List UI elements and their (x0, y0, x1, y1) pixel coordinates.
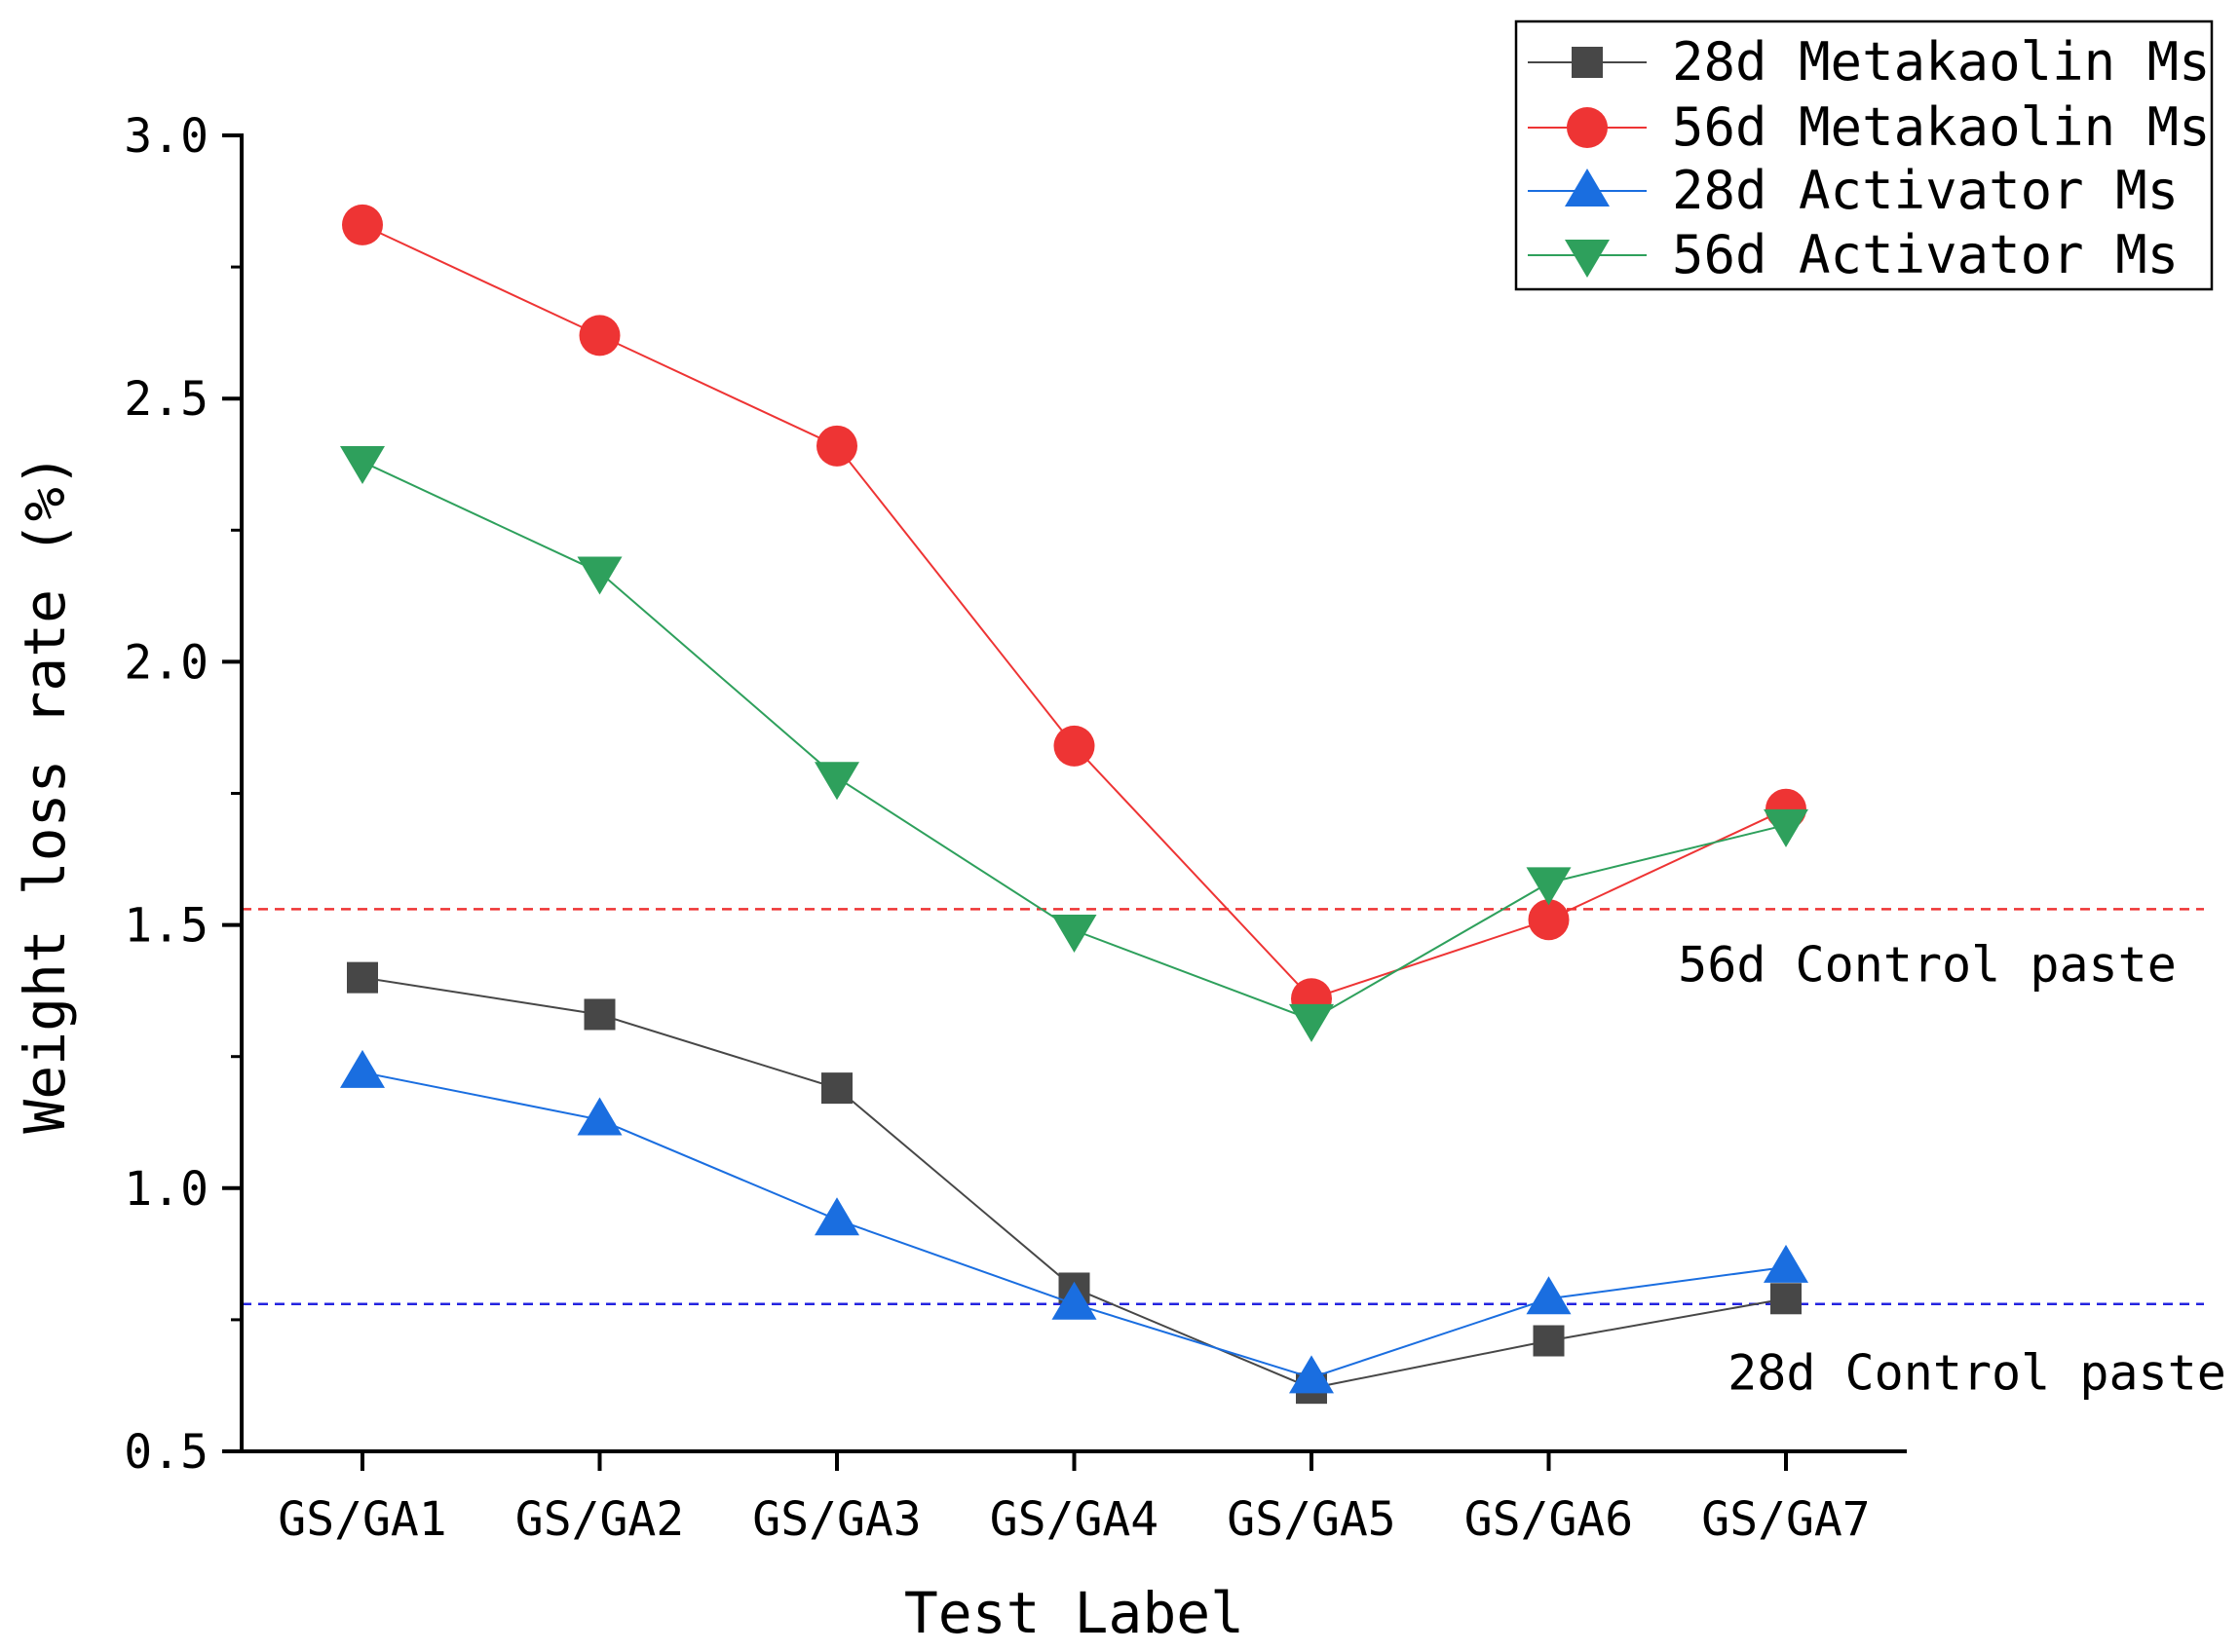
legend-item: 28d Activator Ms (1528, 160, 2179, 221)
data-point-triangle-up (577, 1097, 623, 1136)
data-point-square (347, 961, 378, 994)
data-point-triangle-down (1051, 915, 1097, 954)
y-tick-label: 2.5 (124, 372, 209, 427)
legend-item: 56d Activator Ms (1528, 224, 2179, 285)
legend-box (1514, 19, 2214, 291)
data-point-square (821, 1072, 853, 1105)
data-point-triangle-down (1526, 867, 1572, 906)
series-56d-metakaolin-ms (342, 204, 1806, 1020)
y-tick-label: 2.0 (124, 635, 209, 690)
x-tick-label: GS/GA2 (515, 1492, 684, 1547)
data-point-triangle-down (577, 556, 623, 595)
data-point-square (1770, 1283, 1802, 1315)
data-point-triangle-down (1565, 240, 1610, 278)
data-point-triangle-up (340, 1049, 385, 1088)
y-tick-label: 0.5 (124, 1425, 209, 1480)
x-axis-ticks: GS/GA1 GS/GA2 GS/GA3 GS/GA4 GS/GA5 GS/GA6 GS/G… (278, 1451, 1871, 1547)
x-tick-label: GS/GA4 (990, 1492, 1158, 1547)
x-tick-label: GS/GA7 (1701, 1492, 1870, 1547)
series-28d-activator-ms (340, 1049, 1808, 1394)
x-tick-label: GS/GA1 (278, 1492, 446, 1547)
data-point-circle (342, 204, 383, 245)
data-point-triangle-down (815, 762, 859, 801)
series-line (361, 1070, 1787, 1379)
data-point-circle (1528, 899, 1570, 941)
x-tick-label: GS/GA6 (1464, 1492, 1633, 1547)
data-point-circle (1567, 107, 1608, 148)
data-point-triangle-down (1289, 1003, 1334, 1042)
series-line (361, 223, 1787, 1000)
reference-line-label: 28d Control paste (1727, 1345, 2226, 1402)
data-point-circle (816, 425, 857, 467)
series-56d-activator-ms (340, 446, 1808, 1042)
legend-label: 56d Activator Ms (1672, 224, 2179, 285)
y-tick-label: 1.0 (124, 1162, 209, 1217)
legend-label: 28d Metakaolin Ms (1672, 31, 2211, 93)
x-axis-title: Test Label (904, 1580, 1244, 1646)
x-tick-label: GS/GA3 (752, 1492, 921, 1547)
data-point-triangle-up (815, 1197, 859, 1236)
data-point-square (1572, 47, 1603, 78)
legend-label: 28d Activator Ms (1672, 160, 2179, 221)
y-axis-ticks: 0.5 1.0 1.5 2.0 2.5 3.0 (124, 109, 242, 1480)
y-tick-label: 1.5 (124, 899, 209, 954)
legend-item: 28d Metakaolin Ms (1528, 31, 2211, 93)
data-point-triangle-up (1051, 1281, 1097, 1320)
data-point-triangle-up (1764, 1244, 1808, 1283)
y-tick-label: 3.0 (124, 109, 209, 164)
data-point-triangle-down (340, 446, 385, 485)
data-series (340, 204, 1808, 1405)
legend-item: 56d Metakaolin Ms (1528, 96, 2211, 158)
y-axis-title: Weight loss rate (%) (12, 453, 78, 1133)
series-line (361, 976, 1787, 1390)
reference-lines: 56d Control paste 28d Control paste (242, 908, 2226, 1402)
data-point-triangle-up (1565, 169, 1610, 206)
series-28d-metakaolin-ms (347, 961, 1802, 1405)
legend-label: 56d Metakaolin Ms (1672, 96, 2211, 158)
x-tick-label: GS/GA5 (1227, 1492, 1395, 1547)
data-point-triangle-up (1289, 1355, 1334, 1394)
reference-line-label: 56d Control paste (1678, 936, 2177, 993)
data-point-triangle-up (1526, 1276, 1572, 1315)
chart-axes: 0.51.01.52.02.53.0 GS/GA1 GS/GA2 GS/GA3 GS/… (124, 109, 1907, 1547)
data-point-circle (579, 315, 621, 357)
data-point-square (1533, 1325, 1565, 1357)
data-point-square (584, 998, 616, 1031)
data-point-triangle-down (1764, 808, 1808, 847)
data-point-circle (1053, 725, 1095, 767)
